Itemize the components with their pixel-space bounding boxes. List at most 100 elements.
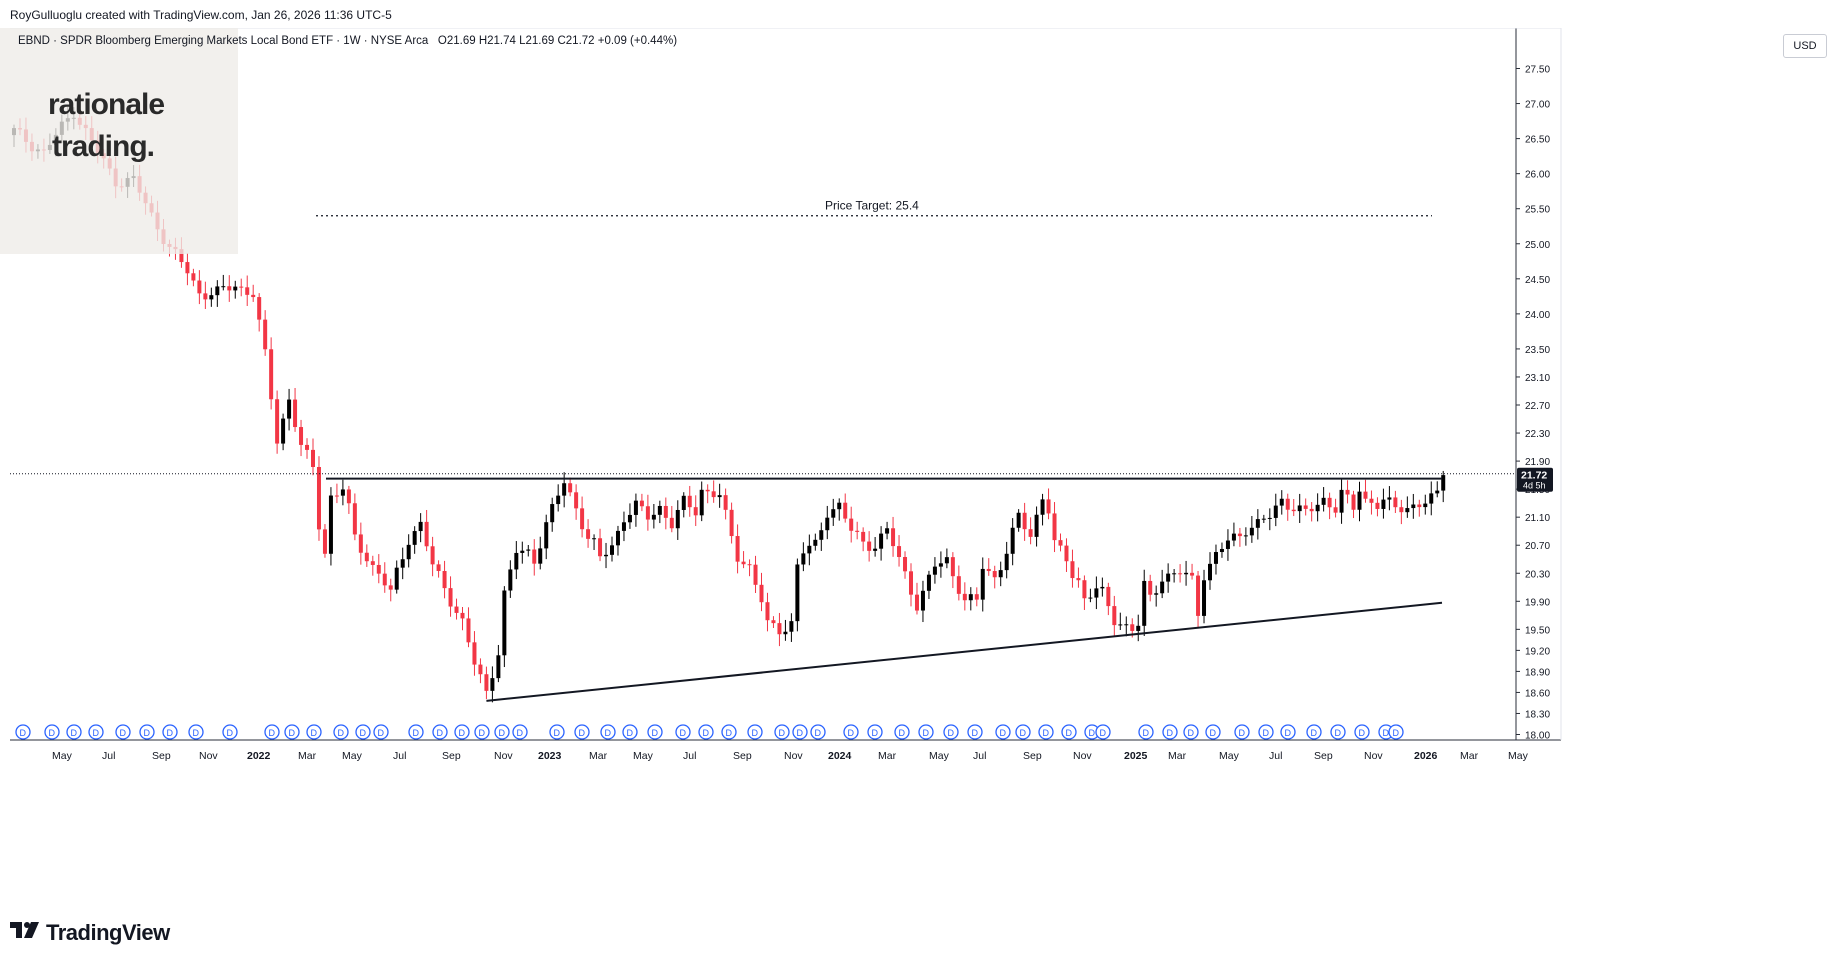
price-chart[interactable]: 27.50 27.00 26.50 26.00 25.50 25.00 24.50 24.00…: [10, 28, 1835, 918]
symbol-name[interactable]: EBND · SPDR Bloomberg Emerging Markets L…: [18, 35, 429, 47]
dividend-badge-icon[interactable]: [494, 724, 510, 740]
dividend-badge-icon[interactable]: [306, 724, 322, 740]
y-tick-label: 23.10: [1525, 373, 1550, 384]
candle-body: [968, 594, 973, 601]
candle-body: [1243, 535, 1248, 537]
dividend-badge-icon[interactable]: [1234, 724, 1250, 740]
dividend-badge-icon[interactable]: [162, 724, 178, 740]
candle-body: [239, 286, 244, 288]
candle-body: [520, 550, 525, 553]
dividend-badge-icon[interactable]: [454, 724, 470, 740]
dividend-badge-icon[interactable]: [1038, 724, 1054, 740]
candle-body: [1148, 580, 1153, 595]
dividend-badge-letter: D: [479, 728, 486, 738]
candle-body: [825, 517, 830, 531]
candle-body: [849, 518, 854, 531]
dividend-badge-icon[interactable]: [222, 724, 238, 740]
dividend-badge-letter: D: [1043, 728, 1050, 738]
dividend-badge-icon[interactable]: [373, 724, 389, 740]
candle-body: [496, 655, 501, 679]
dividend-badge-icon[interactable]: [622, 724, 638, 740]
dividend-badge-icon[interactable]: [512, 724, 528, 740]
y-tick-label: 22.30: [1525, 429, 1550, 440]
dividend-badge-icon[interactable]: [600, 724, 616, 740]
candle-body: [436, 564, 441, 572]
dividend-badge-icon[interactable]: [1280, 724, 1296, 740]
candle-body: [586, 529, 591, 539]
dividend-badge-icon[interactable]: [867, 724, 883, 740]
dividend-badge-icon[interactable]: [139, 724, 155, 740]
dividend-badge-icon[interactable]: [1205, 724, 1221, 740]
dividend-badge-icon[interactable]: [408, 724, 424, 740]
dividend-badge-icon[interactable]: [1258, 724, 1274, 740]
dividend-badge-icon[interactable]: [44, 724, 60, 740]
dividend-badge-icon[interactable]: [264, 724, 280, 740]
dividend-badge-icon[interactable]: [1015, 724, 1031, 740]
dividend-badge-icon[interactable]: [1330, 724, 1346, 740]
dividend-badge-icon[interactable]: [943, 724, 959, 740]
dividend-badge-letter: D: [1089, 728, 1096, 738]
dividend-badge-icon[interactable]: [15, 724, 31, 740]
dividend-badge-icon[interactable]: [792, 724, 808, 740]
candle-body: [1154, 593, 1159, 595]
dividend-badge-icon[interactable]: [188, 724, 204, 740]
chart-area[interactable]: 27.50 27.00 26.50 26.00 25.50 25.00 24.50 24.00…: [10, 28, 1835, 918]
candle-body: [675, 509, 680, 529]
candle-body: [1375, 502, 1380, 509]
candle-body: [753, 564, 758, 585]
dividend-badge-icon[interactable]: [774, 724, 790, 740]
dividend-badge-icon[interactable]: [1354, 724, 1370, 740]
dividend-badge-letter: D: [1188, 728, 1195, 738]
candle-body: [502, 590, 507, 656]
candle-body: [1303, 505, 1308, 509]
symbol-info[interactable]: EBND · SPDR Bloomberg Emerging Markets L…: [18, 35, 677, 47]
dividend-badge-letter: D: [289, 728, 296, 738]
candle-body: [227, 286, 232, 291]
dividend-badge-icon[interactable]: [1162, 724, 1178, 740]
dividend-badge-icon[interactable]: [747, 724, 763, 740]
dividend-badge-icon[interactable]: [995, 724, 1011, 740]
dividend-badge-icon[interactable]: [918, 724, 934, 740]
dividend-badge-icon[interactable]: [894, 724, 910, 740]
dividend-badge-icon[interactable]: [810, 724, 826, 740]
dividend-badge-icon[interactable]: [333, 724, 349, 740]
tradingview-logo[interactable]: TradingView: [10, 920, 170, 946]
x-tick-label: Mar: [298, 750, 317, 762]
candle-body: [1070, 561, 1075, 579]
candle-body: [382, 573, 387, 586]
dividend-badge-icon[interactable]: [1138, 724, 1154, 740]
tradingview-wordmark: TradingView: [46, 920, 170, 945]
dividend-badge-icon[interactable]: [1095, 724, 1111, 740]
dividend-badge-icon[interactable]: [843, 724, 859, 740]
dividend-badge-icon[interactable]: [549, 724, 565, 740]
dividend-badge-icon[interactable]: [1388, 724, 1404, 740]
dividend-badge-icon[interactable]: [647, 724, 663, 740]
dividend-badge-icon[interactable]: [88, 724, 104, 740]
dividend-badge-icon[interactable]: [1306, 724, 1322, 740]
y-tick-label: 20.70: [1525, 541, 1550, 552]
dividend-badge-icon[interactable]: [115, 724, 131, 740]
dividend-badge-icon[interactable]: [284, 724, 300, 740]
dividend-badge-icon[interactable]: [432, 724, 448, 740]
candle-body: [855, 530, 860, 532]
dividend-badge-icon[interactable]: [474, 724, 490, 740]
candle-body: [1094, 588, 1099, 598]
dividend-badge-icon[interactable]: [675, 724, 691, 740]
x-tick-label: Sep: [1314, 750, 1333, 762]
currency-button[interactable]: USD: [1783, 34, 1827, 58]
dividend-badge-icon[interactable]: [66, 724, 82, 740]
dividend-badge-icon[interactable]: [1183, 724, 1199, 740]
candle-body: [1261, 518, 1266, 520]
dividend-badge-icon[interactable]: [698, 724, 714, 740]
y-tick-label: 19.50: [1525, 625, 1550, 636]
candle-body: [448, 588, 453, 607]
candle-body: [185, 262, 190, 274]
watermark-logo: [0, 28, 238, 254]
dividend-badge-icon[interactable]: [721, 724, 737, 740]
dividend-badge-icon[interactable]: [355, 724, 371, 740]
candle-body: [944, 557, 949, 564]
dividend-badge-icon[interactable]: [967, 724, 983, 740]
dividend-badge-icon[interactable]: [574, 724, 590, 740]
dividend-badge-icon[interactable]: [1061, 724, 1077, 740]
support-trendline[interactable]: [486, 601, 1443, 702]
